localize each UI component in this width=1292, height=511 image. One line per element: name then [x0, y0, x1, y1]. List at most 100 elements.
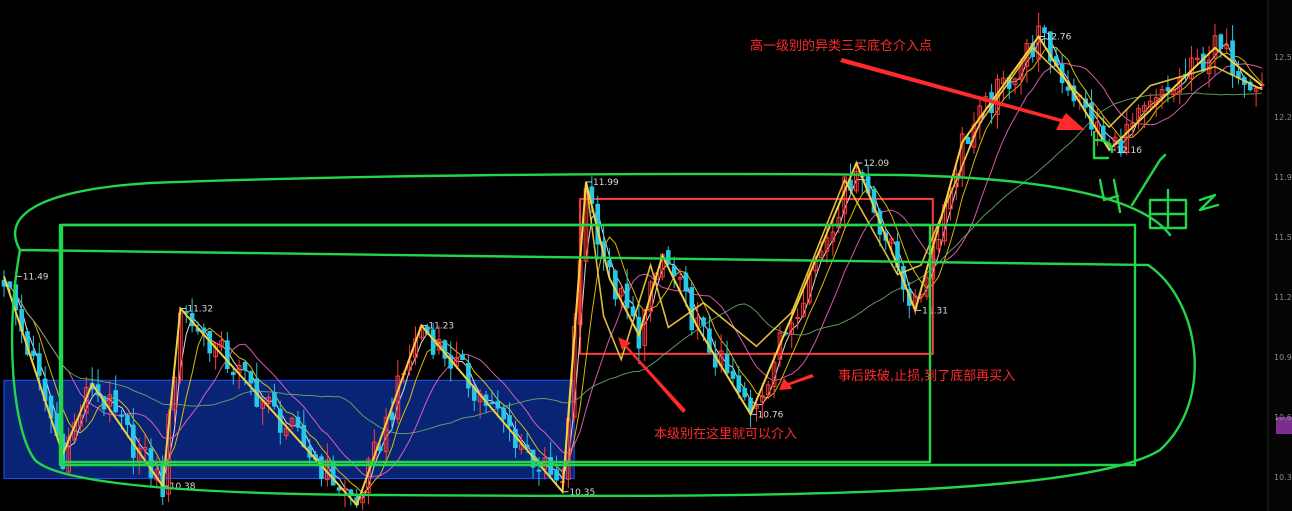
candle-body [248, 371, 254, 384]
candle-body [801, 302, 806, 317]
candle-body [742, 388, 748, 398]
price-label: 12.76 [1046, 32, 1072, 42]
candle-body [107, 394, 113, 407]
candle-body [701, 317, 706, 326]
candle-body [1124, 123, 1130, 153]
candle-body [854, 171, 859, 192]
candle-body [31, 350, 36, 356]
candle-body [1048, 31, 1053, 62]
candle-body [230, 371, 236, 376]
candle-body [113, 390, 119, 413]
candle-body [383, 416, 389, 453]
arrow-top [840, 58, 1085, 130]
candle-body [665, 250, 671, 265]
candle-body [1224, 44, 1230, 49]
candle-body [1042, 27, 1047, 34]
candle-body [830, 231, 836, 243]
candle-body [630, 306, 636, 317]
candle-body [36, 353, 42, 376]
current-price-marker [1276, 417, 1292, 434]
candle-body [1171, 90, 1177, 96]
price-label: 11.23 [428, 322, 454, 332]
price-axis-panel [1268, 0, 1292, 511]
candle-body [818, 250, 824, 259]
candle-body [924, 277, 930, 297]
candle-body [607, 259, 612, 268]
candle-body [1218, 34, 1224, 49]
price-label: 10.38 [170, 482, 196, 492]
candle-body [1001, 77, 1006, 85]
candle-body [295, 416, 301, 428]
axis-tick-label: 12.2 [1274, 113, 1292, 122]
handdrawn-ellipse [10, 172, 1196, 498]
candle-body [736, 375, 742, 393]
axis-tick-label: 11.2 [1274, 293, 1292, 302]
candle-body [1247, 81, 1253, 91]
candle-body [201, 327, 207, 334]
candle-body [683, 272, 689, 292]
candle-body [836, 216, 842, 229]
candle-body [789, 322, 795, 335]
candle-body [1200, 53, 1206, 72]
candle-body [272, 392, 277, 407]
axis-tick-label: 10.9 [1274, 353, 1292, 362]
annotation-arrows [618, 58, 1085, 413]
candle-body [1206, 59, 1212, 75]
candle-body [954, 173, 959, 188]
candle-body [724, 353, 730, 374]
candle-body [677, 277, 683, 280]
candle-body [289, 417, 295, 427]
candle-body [219, 339, 224, 348]
candle-body [1065, 86, 1071, 91]
axis-tick-label: 10.6 [1274, 413, 1292, 422]
candle-body [824, 237, 830, 252]
price-label: 11.99 [593, 178, 619, 188]
axis-tick-label: 12.5 [1274, 53, 1292, 62]
ma-long-line [3, 92, 1263, 435]
price-label: 12.16 [1116, 146, 1142, 156]
candle-body [1142, 105, 1147, 113]
candle-body [1147, 100, 1153, 107]
candle-body [777, 332, 783, 360]
price-label: 11.32 [187, 305, 213, 315]
candle-body [66, 436, 71, 473]
candle-body [1230, 40, 1235, 76]
candle-body [795, 316, 800, 319]
candle-body [1253, 87, 1259, 92]
candle-body [765, 384, 771, 396]
arrow-bottom [618, 337, 686, 413]
candle-body [7, 281, 13, 288]
candle-body [889, 238, 894, 244]
candle-body [266, 396, 271, 404]
candle-body [78, 414, 83, 427]
candle-body [501, 407, 506, 420]
candle-body [377, 446, 383, 452]
candle-body [618, 288, 624, 297]
candle-body [466, 362, 471, 389]
candle-body [1089, 102, 1094, 130]
annotation-top-buy: 高一级别的异类三买底仓介入点 [750, 38, 932, 54]
candle-body [495, 401, 501, 409]
candle-body [507, 415, 512, 427]
price-label: 11.31 [922, 306, 948, 316]
candle-body [689, 287, 695, 331]
candle-body [1195, 57, 1200, 61]
candle-body [1165, 87, 1171, 92]
arrow-middle [779, 374, 814, 390]
candle-body [1012, 78, 1018, 86]
handdrawn-markup [10, 172, 1196, 498]
handwritten-note [1092, 130, 1220, 230]
handdrawn-box-inner [60, 223, 932, 464]
price-label: 10.35 [569, 488, 595, 498]
candle-body [671, 265, 677, 277]
annotation-stop-loss: 事后跌破,止损,到了底部再买入 [838, 368, 1015, 384]
price-label: 12.09 [863, 159, 889, 169]
candle-body [389, 412, 395, 421]
candle-body [624, 283, 630, 309]
axis-tick-label: 11.5 [1274, 233, 1292, 242]
candle-body [642, 309, 648, 346]
candle-body [613, 270, 618, 300]
candle-body [965, 136, 971, 144]
axis-tick-label: 11.9 [1274, 173, 1292, 182]
